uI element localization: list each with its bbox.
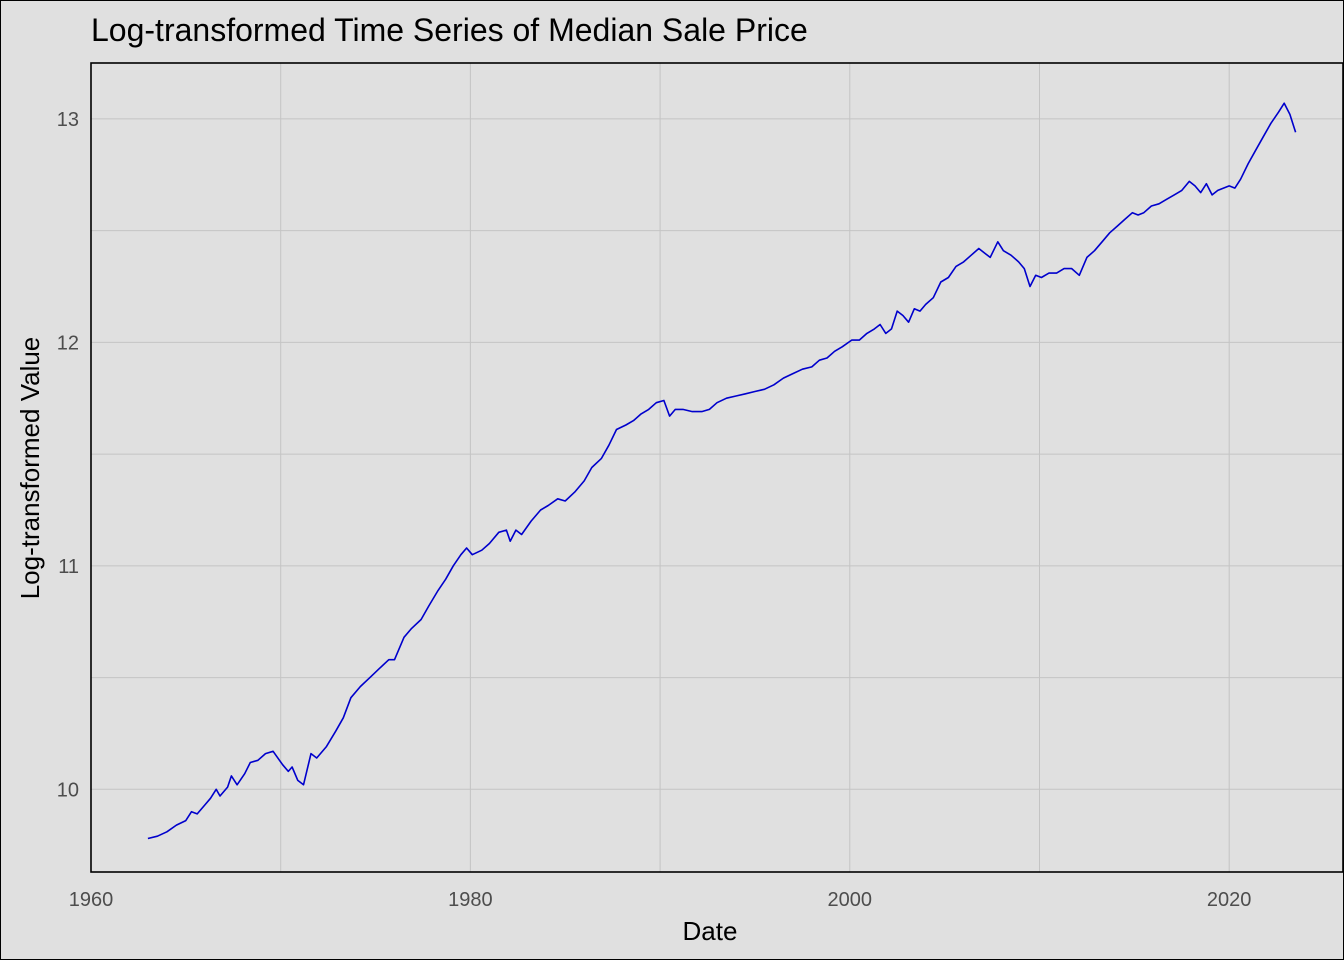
y-axis-title: Log-transformed Value xyxy=(15,337,45,600)
chart-title: Log-transformed Time Series of Median Sa… xyxy=(91,12,808,48)
y-tick-label: 12 xyxy=(57,332,79,354)
y-tick-label: 10 xyxy=(57,779,79,801)
series-layer xyxy=(147,102,1297,840)
tick-labels: 1960 1980 2000 2020 10 11 12 13 xyxy=(57,109,1252,911)
x-tick-label: 1980 xyxy=(448,889,493,911)
x-tick-label: 1960 xyxy=(69,889,114,911)
y-tick-label: 11 xyxy=(58,556,79,578)
axes xyxy=(90,62,1343,873)
x-tick-label: 2020 xyxy=(1207,889,1252,911)
plot-panel-border xyxy=(90,62,1343,873)
y-tick-label: 13 xyxy=(57,109,79,131)
x-tick-label: 2000 xyxy=(828,889,873,911)
grid xyxy=(90,63,1343,872)
x-axis-title: Date xyxy=(683,916,738,946)
series-line xyxy=(147,102,1297,840)
